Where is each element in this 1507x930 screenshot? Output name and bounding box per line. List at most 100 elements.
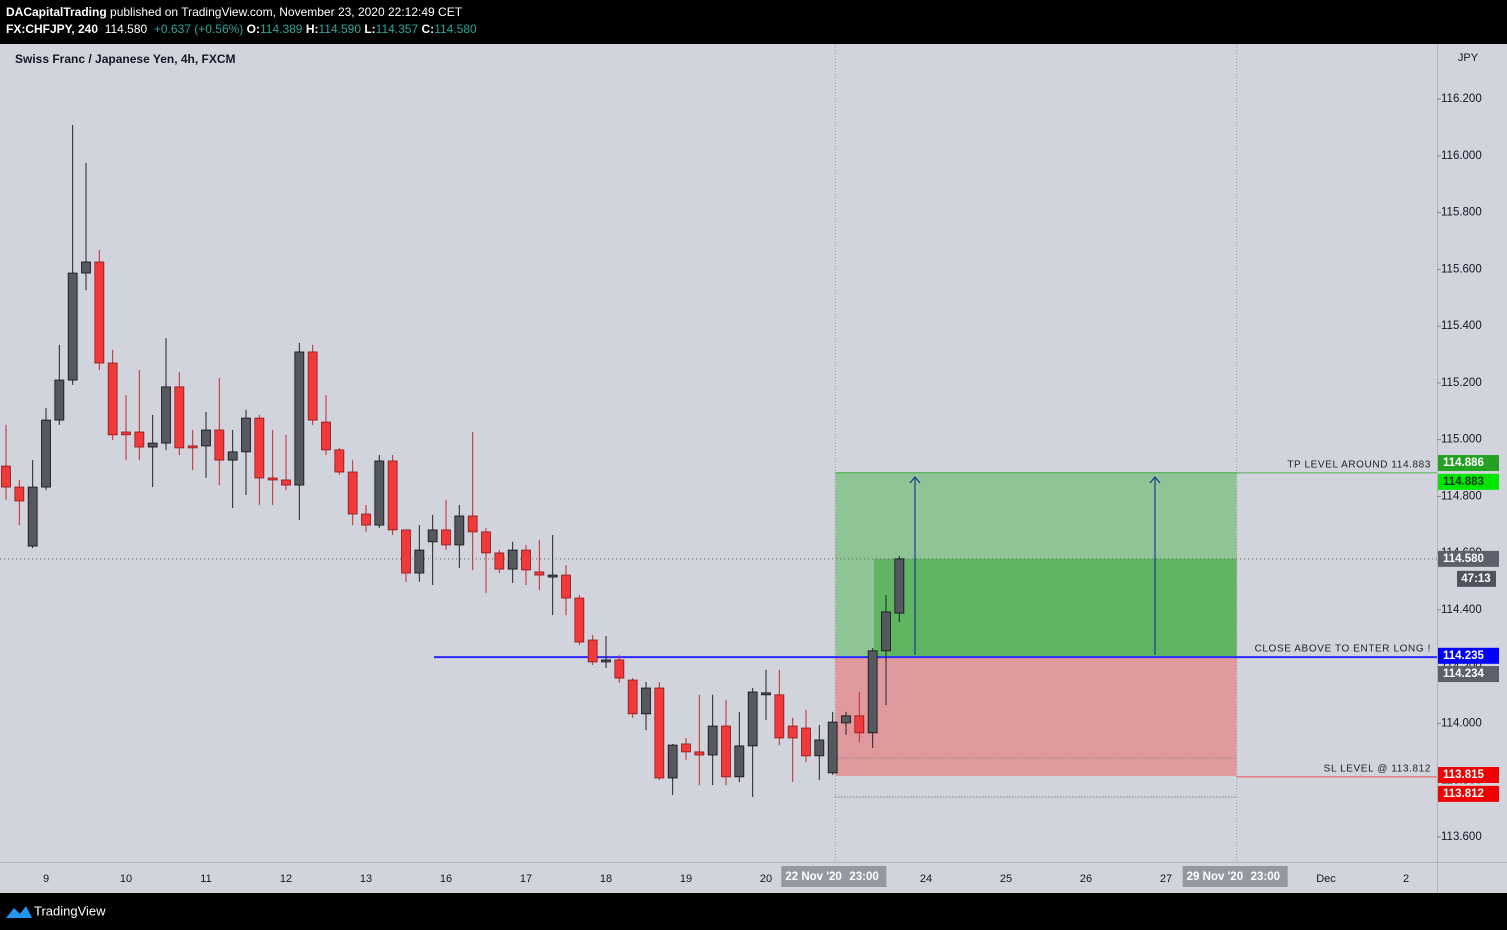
- price-tag-label: 113.812: [1443, 788, 1484, 800]
- candle-body: [681, 743, 691, 753]
- header-line: DACapitalTrading published on TradingVie…: [6, 5, 462, 19]
- ohlc-value: 114.357: [375, 22, 419, 36]
- candle-body: [641, 687, 651, 715]
- candle-body: [747, 691, 758, 747]
- candle-body: [227, 451, 238, 461]
- date-tag-date: 29 Nov '20: [1187, 871, 1243, 883]
- x-tick-label: 25: [1000, 873, 1012, 885]
- level-label: CLOSE ABOVE TO ENTER LONG !: [1255, 644, 1431, 655]
- price-tag: [1438, 473, 1499, 490]
- x-tick-label: 26: [1080, 873, 1092, 885]
- y-tick-label: 116.200: [1441, 93, 1482, 105]
- header: DACapitalTrading published on TradingVie…: [0, 0, 1507, 44]
- candle-body: [94, 261, 105, 364]
- x-tick-label: 11: [200, 873, 211, 885]
- candle-body: [801, 727, 811, 757]
- candle-body: [707, 725, 718, 756]
- x-tick-label: 18: [600, 873, 612, 885]
- x-tick-label: 20: [760, 873, 772, 885]
- candle-body: [81, 261, 91, 274]
- candle-body: [321, 421, 331, 451]
- candle-body: [894, 558, 905, 614]
- ohlc-key: H:: [305, 22, 319, 36]
- x-tick-label: 10: [120, 873, 132, 885]
- candle-body: [654, 687, 665, 779]
- level-label: SL LEVEL @ 113.812: [1324, 763, 1431, 774]
- price-tag-label: 114.580: [1443, 553, 1484, 565]
- ohlc-value: 114.580: [434, 22, 477, 36]
- candle-body: [121, 431, 131, 436]
- candle-body: [214, 429, 225, 461]
- candle-body: [427, 529, 438, 543]
- candle-body: [854, 715, 865, 734]
- candle-body: [734, 745, 745, 778]
- publisher: DACapitalTrading: [6, 5, 107, 19]
- x-tick-label: Dec: [1316, 873, 1336, 885]
- countdown-bg: [1457, 570, 1496, 587]
- candle-body: [241, 417, 251, 453]
- change: +0.637 (+0.56%): [153, 22, 244, 36]
- x-tick-label: 13: [360, 873, 372, 885]
- price-tag-label: 114.883: [1443, 476, 1484, 488]
- candle-body: [1, 465, 11, 488]
- x-tick-label: 19: [680, 873, 692, 885]
- candle-body: [787, 725, 798, 739]
- candle-body: [201, 429, 211, 447]
- price-tag: [1438, 766, 1499, 783]
- candle-body: [547, 574, 558, 578]
- candle-body: [721, 725, 731, 778]
- candle-body: [294, 351, 305, 486]
- y-tick-label: 115.800: [1441, 207, 1482, 219]
- chart-title: Swiss Franc / Japanese Yen, 4h, FXCM: [15, 52, 236, 66]
- candle-body: [534, 571, 545, 576]
- published: published on TradingView.com, November 2…: [110, 5, 463, 19]
- filled-zone: [874, 558, 1237, 657]
- candle-body: [574, 597, 585, 643]
- y-tick-label: 113.600: [1441, 831, 1482, 843]
- ohlc: O:114.389 H:114.590 L:114.357 C:114.580: [247, 22, 480, 36]
- ohlc-key: L:: [364, 22, 376, 36]
- price-tag-label: 114.886: [1443, 457, 1484, 469]
- date-tag: [781, 866, 887, 887]
- ohlc-key: O:: [246, 22, 260, 36]
- candle-body: [454, 515, 465, 546]
- candle-body: [814, 739, 825, 757]
- y-tick-label: 115.000: [1441, 434, 1482, 446]
- candle-body: [387, 460, 398, 531]
- candle-body: [441, 529, 451, 546]
- candle-body: [174, 386, 185, 449]
- candle-body: [827, 721, 838, 774]
- price-tag: [1438, 550, 1499, 567]
- date-tag-date: 22 Nov '20: [785, 871, 841, 883]
- x-tick-label: 27: [1160, 873, 1172, 885]
- price-tag-label: 113.815: [1443, 769, 1485, 781]
- header-line: FX:CHFJPY, 240 114.580 +0.637 (+0.56%) O…: [6, 22, 480, 36]
- candle-body: [54, 379, 65, 421]
- candle-body: [694, 751, 705, 756]
- date-tag-time: 23:00: [1251, 871, 1280, 883]
- footer-bg: [0, 893, 1507, 930]
- loss-zone: [835, 656, 1237, 776]
- price-tag: [1438, 785, 1499, 802]
- candle-body: [374, 460, 385, 526]
- last: 114.580: [104, 22, 148, 36]
- candle-body: [774, 694, 785, 739]
- candle-body: [627, 679, 638, 715]
- candle-body: [161, 386, 171, 444]
- candle-body: [267, 477, 278, 481]
- chart-bg: [0, 44, 1507, 893]
- candle-body: [281, 479, 291, 486]
- candle-body: [27, 486, 38, 547]
- candle-body: [881, 611, 891, 652]
- brand: TradingView: [34, 903, 106, 918]
- y-tick-label: 115.200: [1441, 377, 1482, 389]
- y-tick-label: 114.800: [1441, 490, 1482, 502]
- arrow-head: [1149, 476, 1161, 484]
- countdown: 47:13: [1461, 573, 1490, 585]
- candle-body: [481, 531, 491, 554]
- ohlc-value: 114.389: [259, 22, 303, 36]
- candle-body: [494, 552, 505, 570]
- candle-body: [414, 549, 425, 574]
- currency: JPY: [1458, 52, 1479, 64]
